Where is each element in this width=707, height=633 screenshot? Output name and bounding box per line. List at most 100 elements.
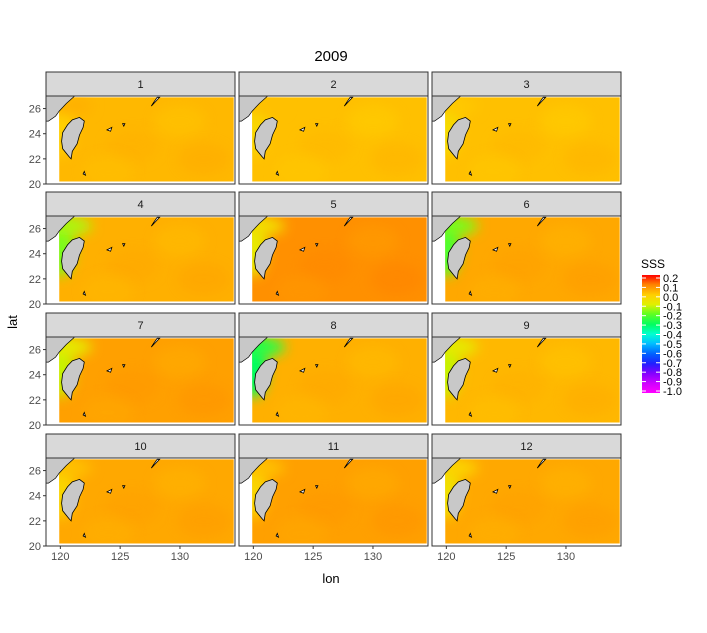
facet-panel-8: 8 <box>238 312 429 426</box>
panel-border <box>431 215 622 305</box>
sss-variation <box>346 467 399 500</box>
legend-label: -0.6 <box>663 348 682 360</box>
facet-strip <box>45 433 236 459</box>
facet-strip-label: 7 <box>137 320 143 332</box>
facet-panels: 1 2 34 5 67 8 910 11 12 <box>43 71 622 549</box>
legend-label: -0.7 <box>663 358 682 370</box>
legend-label: 0.2 <box>663 273 678 285</box>
taiwan-island <box>447 478 471 522</box>
taiwan-island <box>61 478 85 522</box>
facet-strip <box>45 312 236 338</box>
sss-variation <box>275 517 328 544</box>
land <box>45 336 161 418</box>
sss-variation <box>563 504 616 537</box>
sss-variation <box>492 130 545 163</box>
small-island <box>468 170 473 177</box>
facet-panel-1: 1 <box>43 71 236 185</box>
sss-variation <box>106 371 159 404</box>
panel-border <box>431 95 622 185</box>
taiwan-island <box>61 116 85 160</box>
facet-strip-label: 5 <box>330 199 336 211</box>
facet-panel-5: 5 <box>238 191 429 305</box>
sss-variation <box>468 155 521 182</box>
panel-border <box>45 336 236 426</box>
facet-strip-label: 1 <box>137 79 143 91</box>
facet-strip-label: 11 <box>328 441 339 453</box>
y-tick-label: 22 <box>29 516 41 528</box>
y-tick-label: 26 <box>29 345 41 357</box>
sss-variation <box>153 225 206 258</box>
y-tick-label: 22 <box>29 154 41 166</box>
small-island <box>150 216 161 227</box>
facet-strip-label: 10 <box>134 441 146 453</box>
sss-variation <box>346 105 399 138</box>
small-island <box>536 216 547 227</box>
facet-panel-12: 12 <box>431 433 622 549</box>
sss-variation <box>299 492 352 525</box>
facet-strip-label: 2 <box>330 79 336 91</box>
legend-label: -0.5 <box>663 339 682 351</box>
sss-variation <box>177 504 230 537</box>
small-island <box>121 364 126 369</box>
facet-strip <box>238 191 429 217</box>
land <box>45 215 161 297</box>
facet-panel-10: 10 <box>43 433 236 549</box>
small-island <box>106 126 113 132</box>
small-island <box>492 488 499 494</box>
sss-field <box>445 338 620 423</box>
small-island <box>121 243 126 248</box>
small-island <box>106 246 113 252</box>
small-island <box>82 411 87 418</box>
x-tick-label: 130 <box>364 551 382 563</box>
sss-variation <box>563 142 616 175</box>
small-island <box>468 532 473 539</box>
sss-variation <box>468 396 521 423</box>
taiwan-island <box>61 357 85 401</box>
small-island <box>82 290 87 297</box>
facet-strip <box>238 71 429 97</box>
sss-field <box>445 217 620 302</box>
sss-variation <box>177 383 230 416</box>
legend-label: -0.9 <box>663 377 682 389</box>
sss-variation <box>82 275 135 302</box>
small-island <box>314 485 319 490</box>
small-island <box>492 246 499 252</box>
y-tick-label: 22 <box>29 395 41 407</box>
small-island <box>150 337 161 348</box>
small-island <box>468 411 473 418</box>
y-tick-label: 20 <box>29 541 41 553</box>
x-tick-label: 120 <box>51 551 69 563</box>
y-tick-label: 24 <box>29 249 41 261</box>
facet-panel-2: 2 <box>238 71 429 185</box>
small-island <box>82 170 87 177</box>
facet-strip <box>431 433 622 459</box>
taiwan-island <box>447 116 471 160</box>
legend-colorbar <box>642 275 660 393</box>
sss-variation <box>370 504 423 537</box>
sss-variation <box>539 225 592 258</box>
y-tick-label: 26 <box>29 224 41 236</box>
y-axis-label: lat <box>5 315 20 329</box>
small-island <box>343 96 354 107</box>
y-tick-label: 24 <box>29 370 41 382</box>
y-tick-label: 20 <box>29 299 41 311</box>
small-island <box>536 96 547 107</box>
facet-strip-label: 12 <box>520 441 532 453</box>
sss-variation <box>153 346 206 379</box>
facet-strip-label: 6 <box>523 199 529 211</box>
small-island <box>82 532 87 539</box>
panel-border <box>238 336 429 426</box>
small-island <box>507 364 512 369</box>
legend-title: SSS <box>641 257 665 271</box>
facet-strip <box>431 71 622 97</box>
panel-border <box>45 457 236 547</box>
x-tick-label: 130 <box>171 551 189 563</box>
small-island <box>343 216 354 227</box>
taiwan-island <box>254 478 278 522</box>
small-island <box>299 246 306 252</box>
sss-field <box>445 459 620 544</box>
sss-variation <box>492 250 545 283</box>
taiwan-island <box>254 116 278 160</box>
facet-strip <box>238 312 429 338</box>
